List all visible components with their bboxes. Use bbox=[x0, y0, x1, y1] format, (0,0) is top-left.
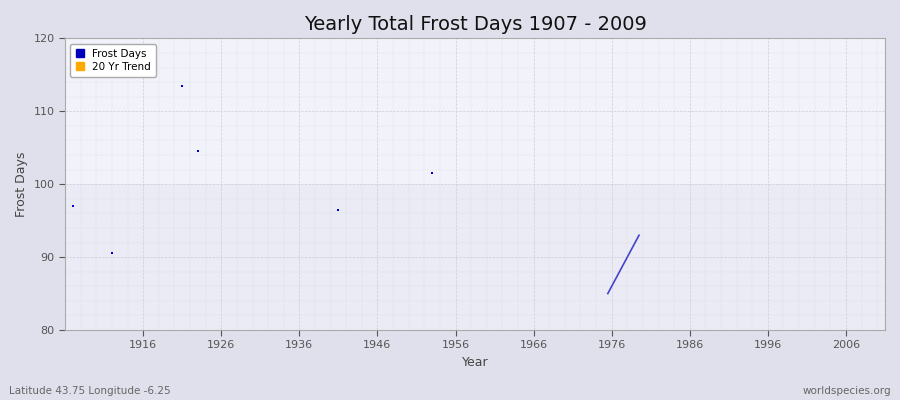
Point bbox=[175, 82, 189, 89]
Bar bbox=[65, 38, 885, 184]
Title: Yearly Total Frost Days 1907 - 2009: Yearly Total Frost Days 1907 - 2009 bbox=[303, 15, 646, 34]
Point bbox=[66, 203, 80, 209]
Point bbox=[425, 170, 439, 176]
X-axis label: Year: Year bbox=[462, 356, 489, 369]
Bar bbox=[65, 184, 885, 330]
Point bbox=[331, 206, 346, 213]
Point bbox=[191, 148, 205, 154]
Text: worldspecies.org: worldspecies.org bbox=[803, 386, 891, 396]
Y-axis label: Frost Days: Frost Days bbox=[15, 152, 28, 217]
Point bbox=[104, 250, 119, 257]
Text: Latitude 43.75 Longitude -6.25: Latitude 43.75 Longitude -6.25 bbox=[9, 386, 171, 396]
Legend: Frost Days, 20 Yr Trend: Frost Days, 20 Yr Trend bbox=[70, 44, 156, 77]
